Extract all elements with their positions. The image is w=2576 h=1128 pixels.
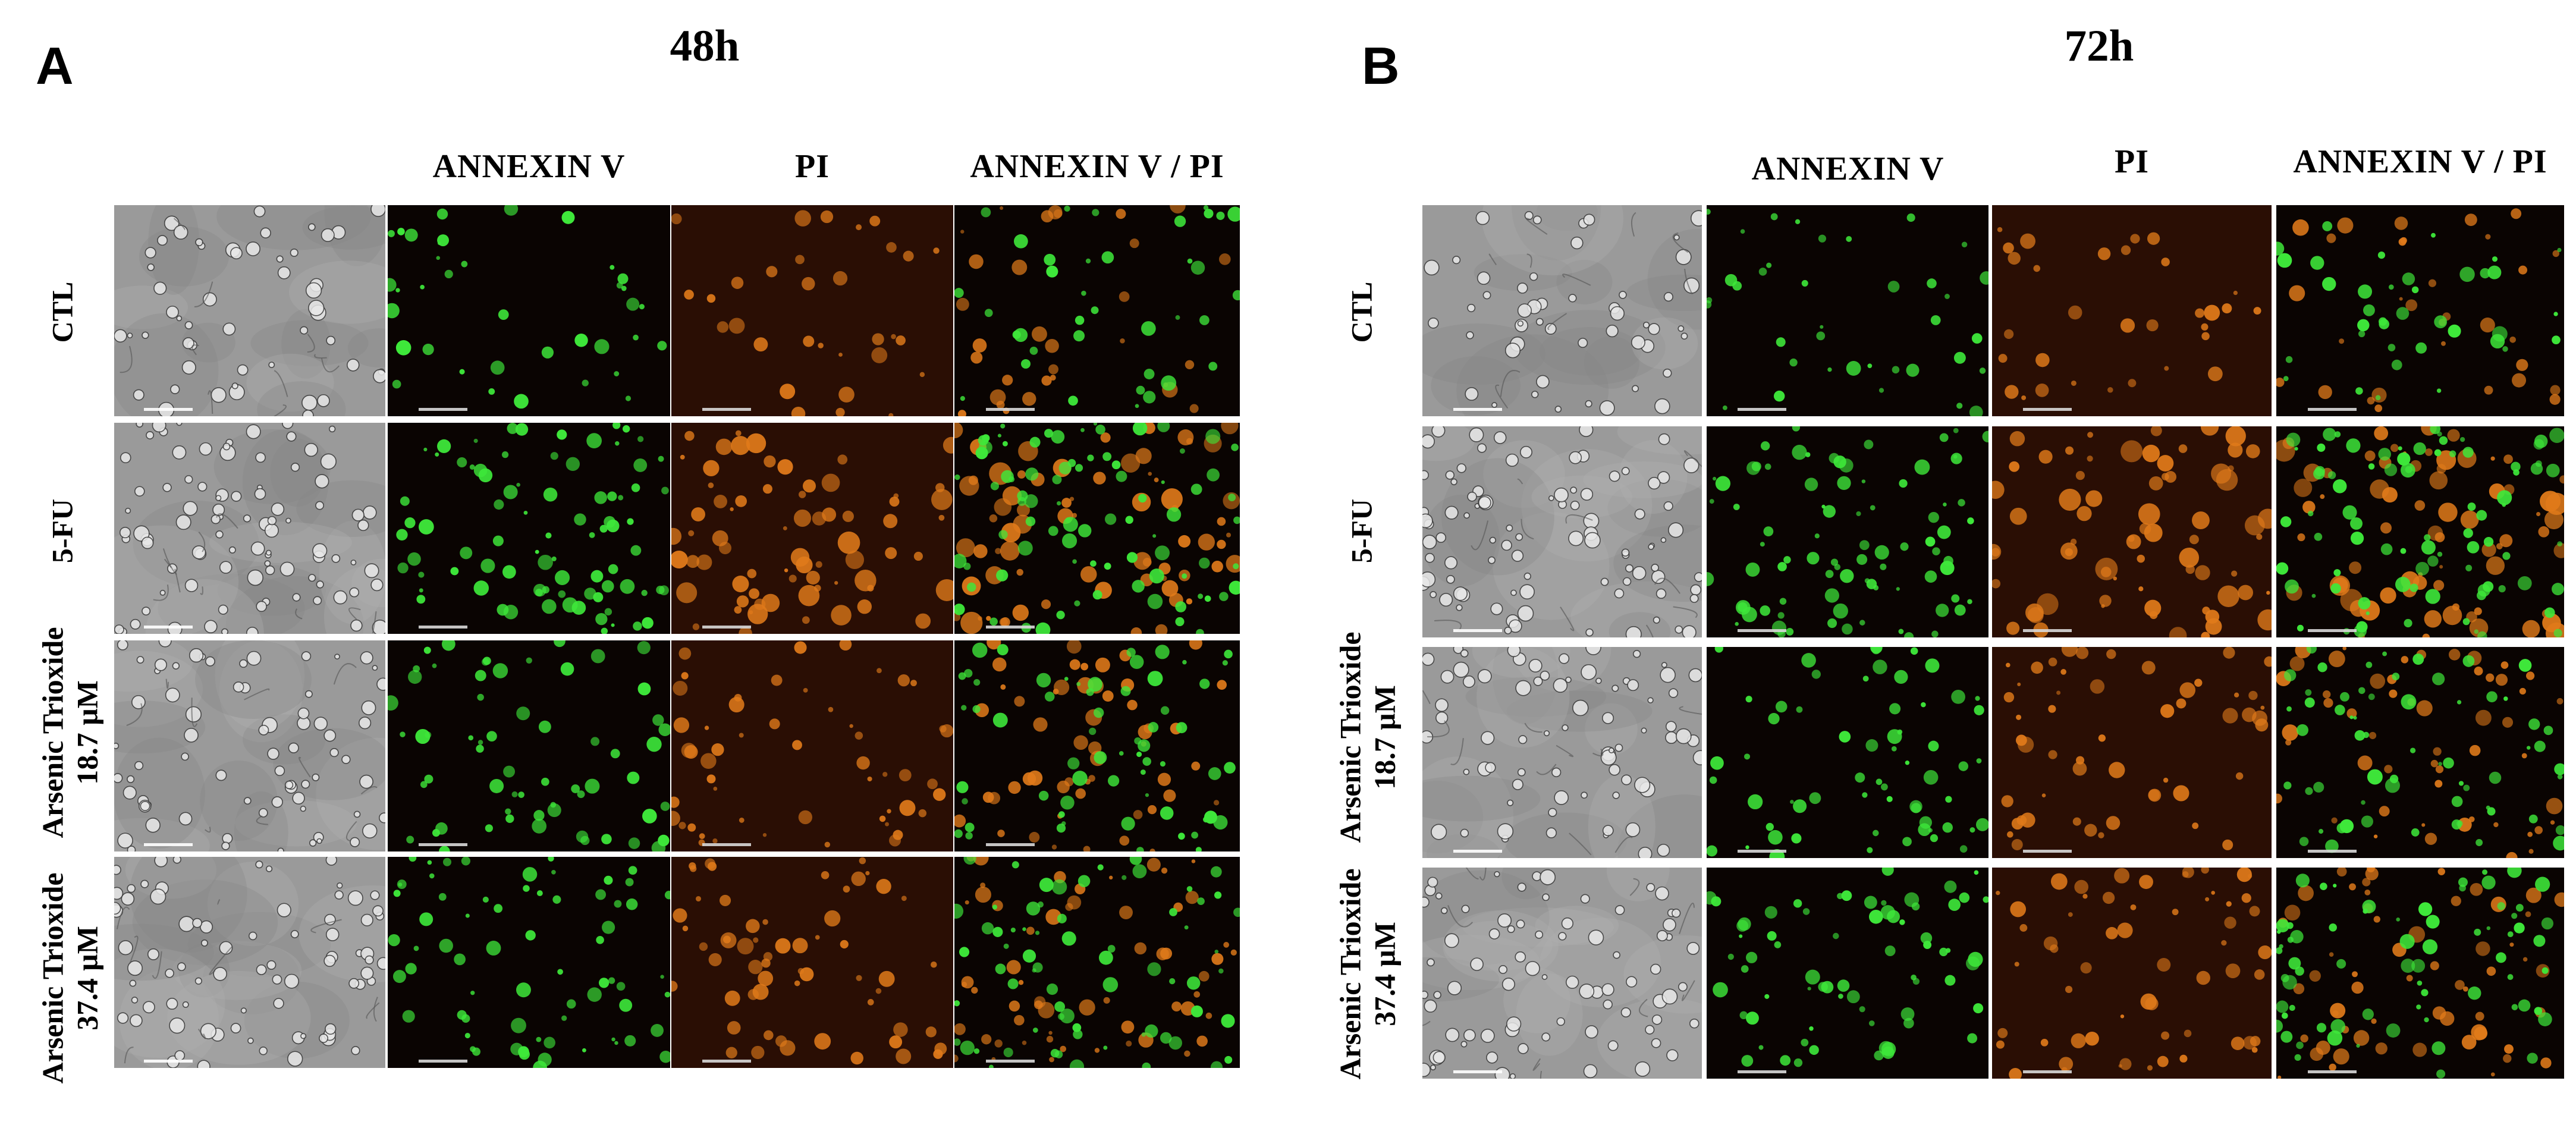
scale-bar: [419, 1060, 468, 1063]
scale-bar: [702, 626, 752, 629]
brightfield-micrograph: [114, 640, 385, 852]
scale-bar: [2308, 629, 2357, 632]
brightfield-micrograph: [1422, 426, 1702, 637]
scale-bar: [2022, 408, 2072, 411]
annexin-v-pi-merge-micrograph: [2276, 205, 2564, 416]
panel-letter: B: [1362, 36, 1400, 95]
column-label-annexin-v: ANNEXIN V: [1751, 150, 1944, 187]
scale-bar: [2308, 408, 2357, 411]
scale-bar: [2022, 629, 2072, 632]
brightfield-micrograph: [114, 857, 385, 1068]
column-label-pi: PI: [2115, 143, 2149, 180]
column-label-merge: ANNEXIN V / PI: [2293, 143, 2547, 180]
panel-b: B 72h ANNEXIN V PI ANNEXIN V / PI CTL 5-…: [1320, 0, 2576, 1128]
scale-bar: [702, 843, 752, 846]
pi-fluorescence-micrograph: [671, 205, 953, 416]
row-label-line: CTL: [45, 281, 79, 343]
annexin-v-pi-merge-micrograph: [2276, 426, 2564, 637]
scale-bar: [144, 843, 193, 846]
scale-bar: [1738, 408, 1787, 411]
row-label-line: 37.4 μM: [1368, 922, 1401, 1026]
annexin-v-pi-merge-micrograph: [954, 857, 1240, 1068]
row-label-line: Arsenic Trioxide: [1333, 868, 1367, 1080]
annexin-v-pi-merge-micrograph: [2276, 868, 2564, 1079]
panel-letter: A: [36, 36, 74, 95]
scale-bar: [1453, 1070, 1502, 1073]
scale-bar: [419, 843, 468, 846]
scale-bar: [144, 1060, 193, 1063]
timepoint-title: 48h: [670, 21, 740, 71]
scale-bar: [1738, 1070, 1787, 1073]
brightfield-micrograph: [1422, 647, 1702, 858]
scale-bar: [702, 1060, 752, 1063]
column-label-pi: PI: [795, 148, 830, 185]
column-label-annexin-v: ANNEXIN V: [432, 148, 626, 185]
scale-bar: [1453, 850, 1502, 853]
pi-fluorescence-micrograph: [671, 423, 953, 634]
annexin-v-fluorescence-micrograph: [1707, 426, 1988, 637]
brightfield-micrograph: [1422, 205, 1702, 416]
annexin-v-fluorescence-micrograph: [1707, 868, 1988, 1079]
scale-bar: [2022, 850, 2072, 853]
scale-bar: [985, 1060, 1035, 1063]
column-label-merge: ANNEXIN V / PI: [970, 148, 1224, 185]
scale-bar: [2022, 1070, 2072, 1073]
row-label-line: CTL: [1344, 281, 1378, 343]
annexin-v-fluorescence-micrograph: [388, 423, 670, 634]
scale-bar: [2308, 1070, 2357, 1073]
scale-bar: [985, 408, 1035, 411]
scale-bar: [985, 626, 1035, 629]
scale-bar: [1453, 408, 1502, 411]
row-label-line: Arsenic Trioxide: [36, 872, 70, 1084]
scale-bar: [702, 408, 752, 411]
row-label-line: 37.4 μM: [70, 926, 103, 1030]
scale-bar: [1453, 629, 1502, 632]
pi-fluorescence-micrograph: [1992, 868, 2272, 1079]
row-label-line: Arsenic Trioxide: [36, 627, 70, 838]
annexin-v-pi-merge-micrograph: [2276, 647, 2564, 858]
pi-fluorescence-micrograph: [671, 640, 953, 852]
annexin-v-pi-merge-micrograph: [954, 423, 1240, 634]
pi-fluorescence-micrograph: [1992, 426, 2272, 637]
row-label-line: 5-FU: [45, 498, 79, 564]
row-label-line: 18.7 μM: [1368, 685, 1401, 790]
scale-bar: [419, 408, 468, 411]
annexin-v-fluorescence-micrograph: [388, 205, 670, 416]
pi-fluorescence-micrograph: [1992, 205, 2272, 416]
pi-fluorescence-micrograph: [671, 857, 953, 1068]
timepoint-title: 72h: [2064, 21, 2134, 71]
scale-bar: [144, 626, 193, 629]
annexin-v-fluorescence-micrograph: [1707, 647, 1988, 858]
annexin-v-pi-merge-micrograph: [954, 205, 1240, 416]
brightfield-micrograph: [114, 205, 385, 416]
row-label-line: Arsenic Trioxide: [1333, 631, 1367, 843]
annexin-v-fluorescence-micrograph: [388, 857, 670, 1068]
row-label-line: 18.7 μM: [70, 680, 103, 785]
scale-bar: [1738, 629, 1787, 632]
scale-bar: [2308, 850, 2357, 853]
row-label-line: 5-FU: [1344, 498, 1378, 564]
scale-bar: [1738, 850, 1787, 853]
annexin-v-fluorescence-micrograph: [1707, 205, 1988, 416]
scale-bar: [144, 408, 193, 411]
annexin-v-fluorescence-micrograph: [388, 640, 670, 852]
annexin-v-pi-merge-micrograph: [954, 640, 1240, 852]
pi-fluorescence-micrograph: [1992, 647, 2272, 858]
scale-bar: [419, 626, 468, 629]
brightfield-micrograph: [114, 423, 385, 634]
panel-a: A 48h ANNEXIN V PI ANNEXIN V / PI CTL 5-…: [36, 21, 1240, 1084]
brightfield-micrograph: [1422, 868, 1702, 1079]
scale-bar: [985, 843, 1035, 846]
